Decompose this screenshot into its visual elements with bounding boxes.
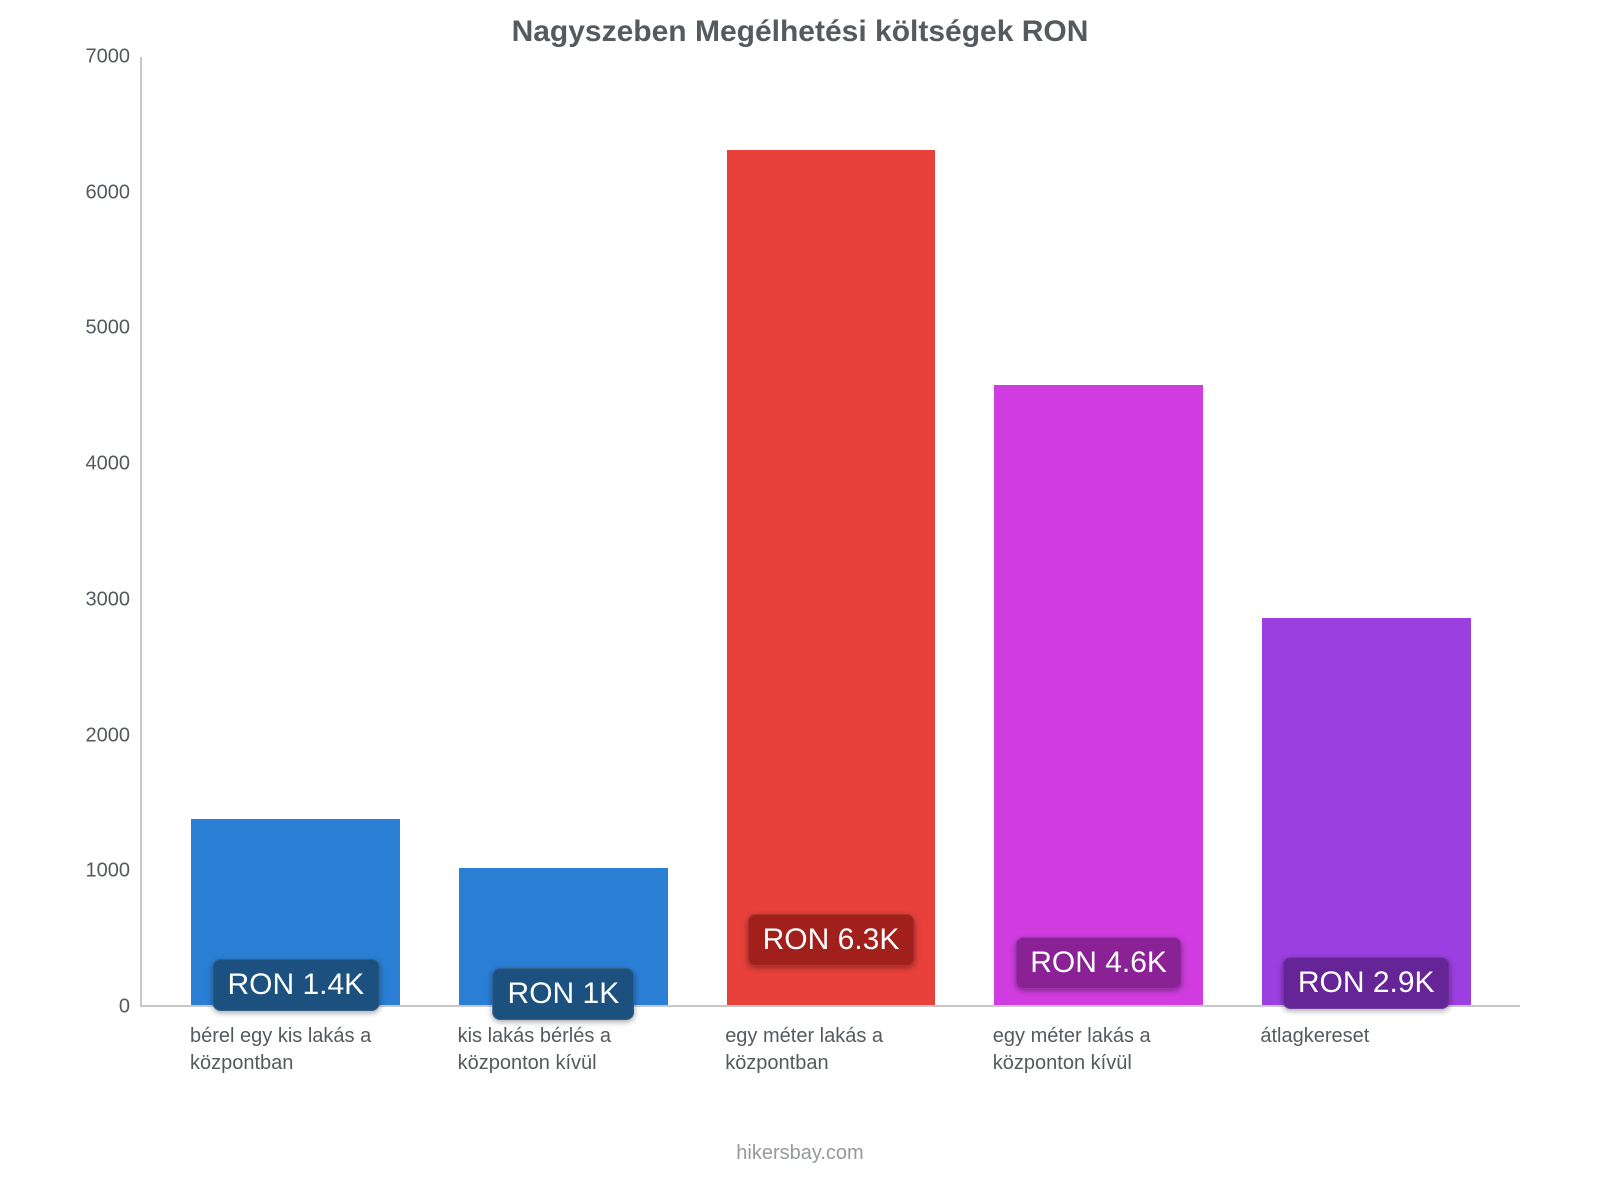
bar-slot: RON 6.3K	[697, 57, 965, 1005]
y-tick: 0	[119, 996, 130, 1019]
bar-slot: RON 2.9K	[1232, 57, 1500, 1005]
bar-value-label: RON 4.6K	[1015, 937, 1182, 989]
chart-container: Nagyszeben Megélhetési költségek RON 010…	[60, 15, 1540, 1007]
bar: RON 1.4K	[191, 819, 400, 1005]
y-tick: 1000	[86, 860, 131, 883]
bar-value-label: RON 1.4K	[212, 959, 379, 1011]
y-tick: 7000	[86, 46, 131, 69]
credit-text: hikersbay.com	[0, 1142, 1600, 1165]
x-labels: bérel egy kis lakás a központbankis laká…	[142, 1023, 1520, 1077]
bar-slot: RON 4.6K	[965, 57, 1233, 1005]
bar: RON 4.6K	[994, 385, 1203, 1005]
y-tick: 3000	[86, 588, 131, 611]
y-tick: 4000	[86, 453, 131, 476]
bar: RON 6.3K	[727, 150, 936, 1005]
x-axis-label: egy méter lakás a központban	[697, 1023, 965, 1077]
x-axis-label: kis lakás bérlés a központon kívül	[430, 1023, 698, 1077]
y-tick: 6000	[86, 181, 131, 204]
bar-slot: RON 1K	[430, 57, 698, 1005]
plot-frame: 01000200030004000500060007000 RON 1.4KRO…	[140, 57, 1520, 1007]
bar-value-label: RON 6.3K	[748, 914, 915, 966]
chart-title: Nagyszeben Megélhetési költségek RON	[60, 15, 1540, 49]
x-axis-label: egy méter lakás a központon kívül	[965, 1023, 1233, 1077]
x-axis-label: bérel egy kis lakás a központban	[162, 1023, 430, 1077]
bar-value-label: RON 1K	[493, 968, 635, 1020]
y-axis: 01000200030004000500060007000	[60, 57, 140, 1007]
bars-container: RON 1.4K RON 1K RON 6.3K RON 4.6K RON 2.9K	[142, 57, 1520, 1005]
plot-area: RON 1.4KRON 1KRON 6.3KRON 4.6KRON 2.9K b…	[140, 57, 1520, 1007]
bar: RON 2.9K	[1262, 618, 1471, 1005]
y-tick: 2000	[86, 724, 131, 747]
bar: RON 1K	[459, 868, 668, 1005]
bar-slot: RON 1.4K	[162, 57, 430, 1005]
bar-value-label: RON 2.9K	[1283, 957, 1450, 1009]
x-axis-label: átlagkereset	[1232, 1023, 1500, 1077]
y-tick: 5000	[86, 317, 131, 340]
